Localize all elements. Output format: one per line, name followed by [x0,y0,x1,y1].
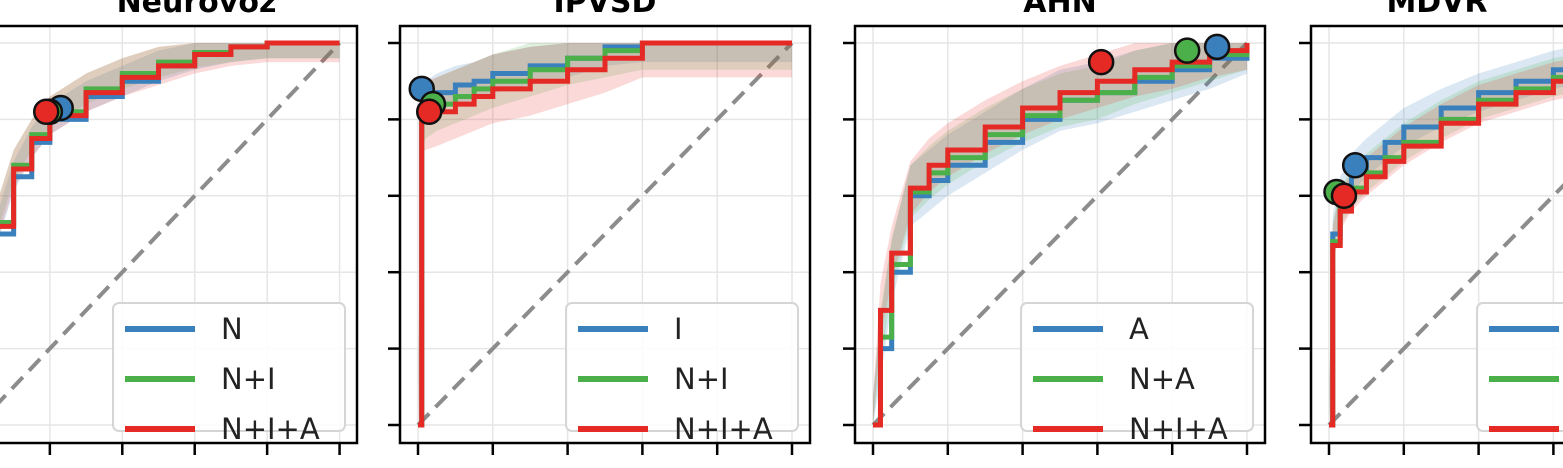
legend [1476,302,1563,432]
legend-box [565,302,799,432]
panel-title: MDVR [1386,0,1487,20]
operating-point-blue [1203,33,1231,61]
plot-area [1311,26,1563,443]
roc-panel-mdvr: MDVR [1299,0,1563,455]
legend-box [1476,302,1563,432]
confidence-band-blue [418,43,792,425]
axes-frame [1309,24,1563,445]
panel-title: AHN [1023,0,1096,20]
confidence-band-red [873,43,1247,425]
legend-label: N+I [674,362,729,396]
operating-point-red [1087,48,1115,76]
panel-title: Neurovoz [117,0,277,20]
operating-point-red [1330,182,1358,210]
legend: I N+I N+I+A [565,302,799,446]
legend-label: N+I+A [221,412,320,446]
legend-label: A [1129,312,1149,346]
legend: N N+I N+I+A [112,302,346,446]
chance-diagonal-line [0,41,342,405]
legend-label: I [674,312,683,346]
plot-area [855,26,1265,443]
legend-label: N+I+A [1129,412,1228,446]
confidence-band-green [873,43,1247,425]
operating-point-red [32,98,60,126]
roc-curve-n-plus-i-plus-a [0,40,340,229]
panel-title: IPVSD [554,0,657,20]
legend-label: N+I [221,362,276,396]
legend-label: N+I+A [674,412,773,446]
axes-frame [853,24,1267,445]
confidence-band-red [418,43,792,425]
operating-point-blue [1341,151,1369,179]
chance-diagonal-line [871,41,1249,427]
plot-area [0,26,357,443]
legend: A N+A N+I+A [1020,302,1254,446]
roc-panel-ahn: AHN A N+A N+I+A [843,0,1267,455]
roc-curve-series [1329,78,1563,428]
confidence-band-green [418,43,792,425]
chance-diagonal-line [416,41,794,427]
chance-diagonal-line [1327,183,1563,427]
legend-label: N+A [1129,362,1195,396]
legend-box [1020,302,1254,432]
axes-frame [0,24,359,445]
operating-point-green [1173,37,1201,64]
legend-label: N [221,312,243,346]
roc-panel-ipvsd: IPVSD I N+I N+I+A [388,0,812,455]
axes-frame [398,24,812,445]
confidence-band-blue [873,43,1247,425]
legend-box [112,302,346,432]
operating-point-red [415,98,443,126]
roc-panel-neurovoz: Neurovoz N N+I N+I+A [0,0,359,455]
roc-curve-n-plus-i-plus-a [873,43,1250,428]
